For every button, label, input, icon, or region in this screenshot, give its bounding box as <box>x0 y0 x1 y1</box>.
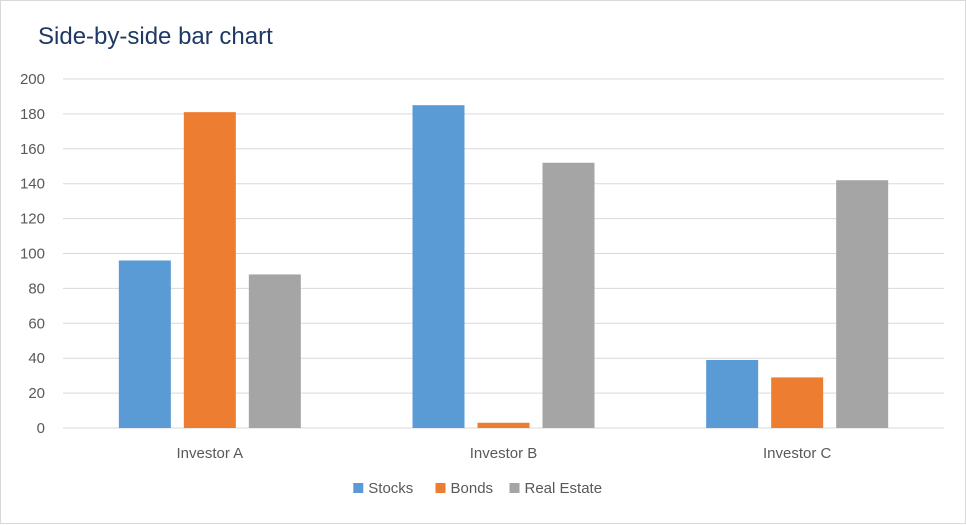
legend-swatch <box>435 483 446 493</box>
legend-label: Real Estate <box>525 480 603 497</box>
bar-real-estate <box>836 180 889 428</box>
bar-real-estate <box>248 274 301 428</box>
bar-stocks <box>412 105 465 429</box>
legend-label: Stocks <box>368 480 413 497</box>
y-tick-label: 20 <box>28 385 45 402</box>
y-tick-label: 40 <box>28 350 45 367</box>
y-tick-label: 200 <box>20 71 45 88</box>
x-category-label: Investor A <box>176 445 243 462</box>
bar-stocks <box>118 260 171 428</box>
y-tick-label: 180 <box>20 106 45 123</box>
chart-title: Side-by-side bar chart <box>38 23 273 50</box>
bar-bonds <box>771 377 824 428</box>
bar-real-estate <box>542 162 595 428</box>
bar-stocks <box>706 359 759 428</box>
x-category-label: Investor C <box>763 445 832 462</box>
y-tick-label: 160 <box>20 141 45 158</box>
y-tick-label: 60 <box>28 315 45 332</box>
x-category-label: Investor B <box>470 445 538 462</box>
y-tick-label: 0 <box>37 420 45 437</box>
y-tick-label: 140 <box>20 176 45 193</box>
y-tick-label: 120 <box>20 211 45 228</box>
legend-label: Bonds <box>451 480 494 497</box>
y-tick-label: 100 <box>20 246 45 263</box>
legend-swatch <box>353 483 364 493</box>
legend-swatch <box>509 483 520 493</box>
y-tick-label: 80 <box>28 280 45 297</box>
bar-bonds <box>183 112 236 428</box>
bar-bonds <box>477 422 530 428</box>
